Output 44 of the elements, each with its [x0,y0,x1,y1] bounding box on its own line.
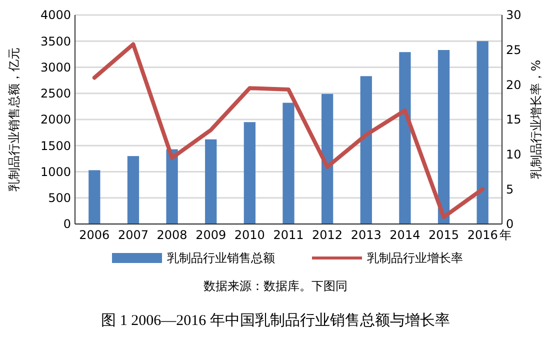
y-tick-label: 500 [48,191,71,206]
bar [476,41,488,224]
bar [166,149,178,224]
y-tick-label: 2000 [40,112,71,127]
x-tick-label: 2007 [118,228,148,242]
legend-label: 乳制品行业增长率 [367,251,463,266]
x-tick-label: 2016 [467,228,498,242]
y2-tick-label: 10 [506,148,522,162]
bar [282,102,294,224]
y2-tick-label: 20 [506,78,522,92]
y-axis-title: 乳制品行业销售总额，亿元 [7,48,21,192]
y-tick-label: 4000 [40,8,71,22]
x-tick-label: 2010 [234,228,265,242]
x-tick-label: 2014 [390,228,420,242]
y2-tick-label: 5 [506,182,514,196]
bar [438,50,450,224]
bar [127,156,140,224]
bar [244,122,256,224]
y2-tick-label: 25 [506,43,522,58]
x-tick-label: 2009 [196,228,226,242]
x-tick-label: 2012 [312,228,343,242]
x-tick-label: 2008 [156,228,188,242]
bar [321,94,334,224]
y-tick-label: 1000 [40,164,71,179]
y-tick-label: 3500 [40,34,71,48]
y-tick-label: 0 [63,217,71,232]
y-tick-label: 1500 [40,138,71,153]
y-tick-label: 3000 [40,60,71,74]
x-tick-label: 2015 [428,228,460,242]
legend-label: 乳制品行业销售总额 [167,251,275,266]
x-tick-label: 2013 [350,228,382,242]
x-tick-label: 2011 [273,228,304,242]
text: 图 1 2006—2016 年中国乳制品行业销售总额与增长率 [101,312,450,329]
y-tick-label: 2500 [40,86,71,101]
bar [399,52,411,224]
bar [205,139,217,224]
x-tick-label: 2006 [79,228,110,242]
bar [88,170,100,224]
y2-axis-title: 乳制品行业增长率，% [529,60,543,180]
y2-tick-label: 30 [506,8,522,22]
bar [360,76,372,224]
line-series [92,42,485,220]
y2-tick-label: 15 [506,112,522,127]
source-note: 数据来源：数据库。下图同 [204,279,348,293]
